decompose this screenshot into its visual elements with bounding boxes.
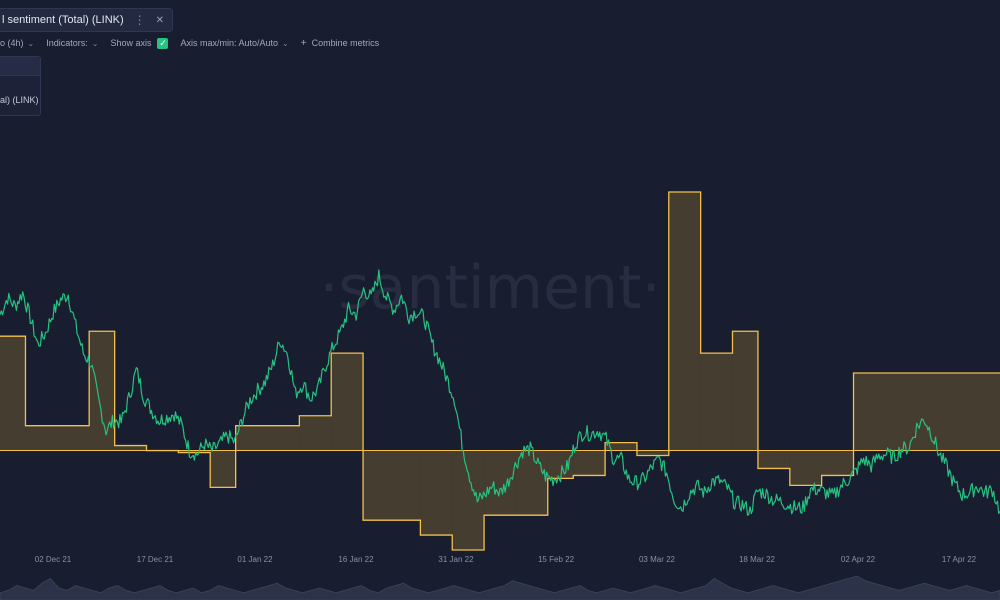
sentiment-step-24 bbox=[732, 331, 758, 451]
sentiment-step-28 bbox=[853, 372, 879, 451]
x-tick-label: 31 Jan 22 bbox=[438, 555, 474, 564]
sentiment-step-13 bbox=[388, 450, 421, 521]
sentiment-step-3 bbox=[89, 331, 115, 451]
sentiment-area bbox=[0, 191, 1000, 551]
axis-minmax-select[interactable]: Axis max/min: Auto/Auto ⌄ bbox=[180, 38, 288, 48]
show-axis-label: Show axis bbox=[110, 38, 152, 48]
sentiment-step-25 bbox=[757, 450, 790, 469]
chevron-down-icon: ⌄ bbox=[91, 38, 99, 48]
chart-toolbar: o (4h) ⌄ Indicators: ⌄ Show axis ✓ Axis … bbox=[0, 36, 391, 50]
sentiment-step-15 bbox=[452, 450, 485, 550]
combine-metrics-button[interactable]: + Combine metrics bbox=[301, 38, 379, 49]
legend-panel-header bbox=[0, 57, 40, 76]
interval-label: o (4h) bbox=[0, 38, 24, 48]
watermark-text: ·santiment· bbox=[319, 253, 660, 323]
legend-panel: al) (LINK) bbox=[0, 56, 41, 116]
metric-tab-label: l sentiment (Total) (LINK) bbox=[2, 14, 124, 26]
plus-icon: + bbox=[300, 37, 307, 49]
show-axis-toggle[interactable]: Show axis ✓ bbox=[110, 37, 169, 49]
x-tick-label: 01 Jan 22 bbox=[237, 555, 273, 564]
sentiment-step-22 bbox=[668, 192, 701, 451]
sentiment-step-29 bbox=[878, 372, 1000, 451]
close-icon[interactable]: ✕ bbox=[155, 14, 165, 26]
indicators-select[interactable]: Indicators: ⌄ bbox=[46, 38, 98, 48]
sentiment-step-4 bbox=[114, 445, 147, 451]
sentiment-step-14 bbox=[420, 450, 453, 536]
price-series bbox=[0, 269, 1000, 516]
sentiment-step-26 bbox=[789, 450, 822, 486]
indicators-label: Indicators: bbox=[46, 38, 88, 48]
sentiment-step-7 bbox=[210, 450, 236, 488]
sentiment-step-27 bbox=[821, 450, 854, 476]
x-tick-label: 16 Jan 22 bbox=[338, 555, 374, 564]
volume-mini-chart bbox=[0, 575, 1000, 600]
x-tick-label: 18 Mar 22 bbox=[739, 555, 776, 564]
sentiment-step-23 bbox=[700, 353, 733, 451]
x-tick-label: 17 Dec 21 bbox=[137, 555, 174, 564]
x-tick-label: 17 Apr 22 bbox=[942, 555, 977, 564]
x-tick-label: 03 Mar 22 bbox=[639, 555, 676, 564]
sentiment-step-11 bbox=[331, 353, 364, 451]
sentiment-step-6 bbox=[178, 450, 211, 453]
sentiment-step-9 bbox=[267, 425, 300, 451]
sentiment-step-19 bbox=[573, 450, 606, 476]
checkbox-checked-icon[interactable]: ✓ bbox=[157, 37, 169, 49]
sentiment-step-0 bbox=[0, 336, 26, 451]
sentiment-step-8 bbox=[235, 425, 268, 451]
x-tick-label: 02 Dec 21 bbox=[35, 555, 72, 564]
price-line bbox=[0, 269, 1000, 516]
sentiment-step-20 bbox=[605, 442, 637, 451]
sentiment-step-10 bbox=[299, 415, 332, 451]
axis-minmax-label: Axis max/min: Auto/Auto bbox=[180, 38, 279, 48]
sentiment-step-21 bbox=[636, 450, 669, 456]
x-tick-label: 02 Apr 22 bbox=[841, 555, 876, 564]
kebab-icon[interactable]: ⋮ bbox=[133, 13, 146, 27]
sentiment-step-18 bbox=[547, 450, 574, 479]
volume-area bbox=[0, 575, 1000, 600]
sentiment-step-1 bbox=[25, 425, 58, 451]
metric-tab[interactable]: l sentiment (Total) (LINK) ⋮ ✕ bbox=[0, 8, 174, 32]
sentiment-step-16 bbox=[484, 450, 516, 516]
sentiment-step-12 bbox=[363, 450, 389, 521]
x-tick-label: 15 Feb 22 bbox=[538, 555, 575, 564]
chevron-down-icon: ⌄ bbox=[27, 38, 35, 48]
chevron-down-icon: ⌄ bbox=[282, 38, 289, 48]
interval-select[interactable]: o (4h) ⌄ bbox=[0, 38, 34, 48]
legend-entry[interactable]: al) (LINK) bbox=[0, 95, 39, 105]
sentiment-step-2 bbox=[57, 425, 90, 451]
x-axis-ticks: 02 Dec 21 17 Dec 21 01 Jan 22 16 Jan 22 31 J… bbox=[35, 555, 977, 564]
combine-metrics-label: Combine metrics bbox=[311, 38, 380, 48]
sentiment-step-17 bbox=[515, 450, 548, 516]
